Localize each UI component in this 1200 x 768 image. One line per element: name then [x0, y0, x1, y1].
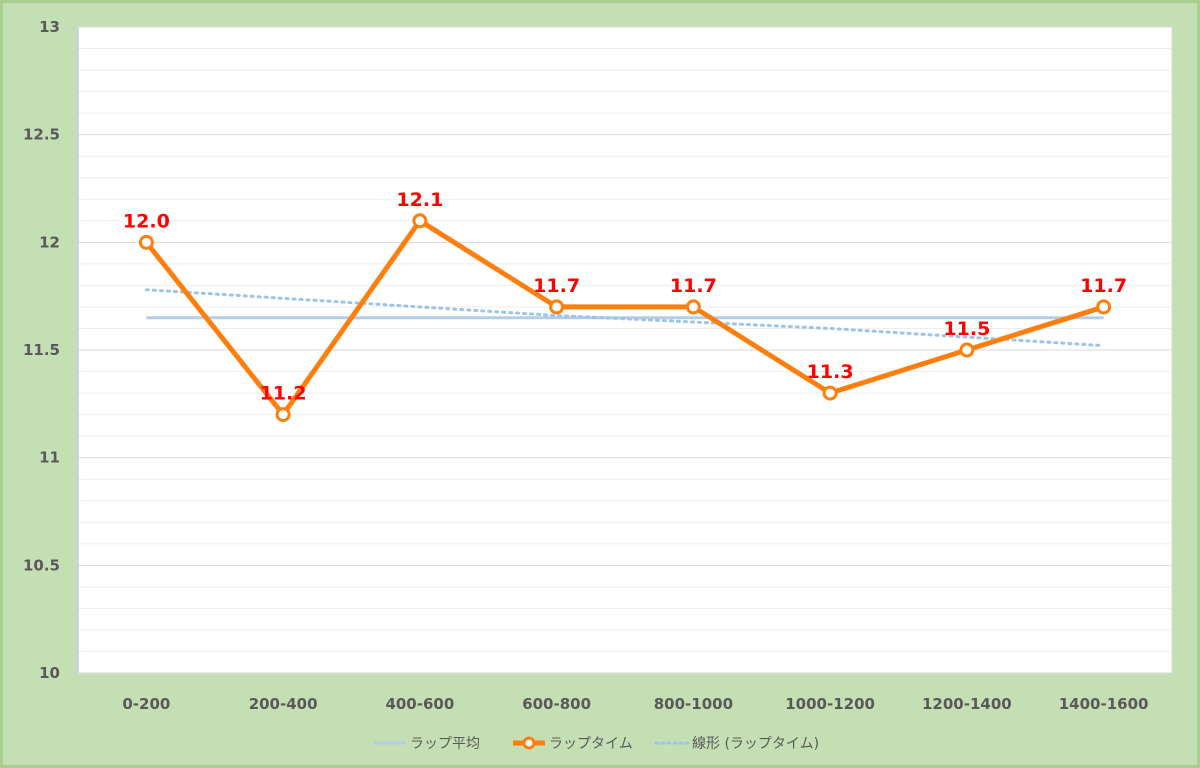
- x-tick-label: 1200-1400: [922, 695, 1012, 713]
- y-tick-label: 13: [39, 18, 60, 36]
- data-label: 12.1: [396, 189, 443, 211]
- data-point: [685, 299, 701, 315]
- y-tick-label: 12.5: [23, 126, 60, 144]
- x-axis: 0-200 200-400 400-600 600-800 800-1000 1000-1…: [122, 695, 1148, 713]
- x-tick-label: 600-800: [522, 695, 591, 713]
- data-point: [138, 234, 154, 250]
- x-tick-label: 400-600: [385, 695, 454, 713]
- legend-label: ラップタイム: [549, 736, 633, 752]
- legend-marker: [522, 736, 536, 750]
- series-line-lap-time: [144, 218, 1105, 418]
- data-point: [549, 299, 565, 315]
- data-point: [959, 342, 975, 358]
- legend-item: ラップ平均: [374, 736, 480, 752]
- y-tick-label: 10.5: [23, 556, 60, 574]
- x-tick-label: 200-400: [249, 695, 318, 713]
- series-line-trend: [144, 288, 1106, 348]
- x-tick-label: 800-1000: [654, 695, 733, 713]
- x-tick-label: 1000-1200: [785, 695, 875, 713]
- data-label: 11.7: [533, 275, 580, 297]
- y-tick-label: 11.5: [23, 341, 60, 359]
- series-layer: [138, 213, 1112, 423]
- data-label: 11.2: [260, 383, 307, 405]
- x-tick-label: 1400-1600: [1059, 695, 1149, 713]
- legend-label: 線形 (ラップタイム): [692, 736, 819, 752]
- legend: ラップ平均 ラップタイム 線形 (ラップタイム): [374, 736, 819, 752]
- legend-item: 線形 (ラップタイム): [654, 736, 819, 752]
- y-tick-label: 10: [39, 664, 60, 682]
- data-label: 11.3: [807, 361, 854, 383]
- data-point: [275, 407, 291, 423]
- data-label: 11.7: [670, 275, 717, 297]
- data-label: 11.5: [943, 318, 990, 340]
- legend-label: ラップ平均: [410, 736, 480, 752]
- y-tick-label: 12: [39, 233, 60, 251]
- data-label: 12.0: [123, 210, 170, 232]
- legend-item: ラップタイム: [513, 736, 633, 752]
- data-point: [412, 213, 428, 229]
- data-label: 11.7: [1080, 275, 1127, 297]
- grid-lines: [78, 26, 1172, 652]
- data-labels: 12.0 11.2 12.1 11.7 11.7 11.3 11.5 11.7: [123, 189, 1127, 405]
- data-point: [1096, 299, 1112, 315]
- y-axis: 10 10.5 11 11.5 12 12.5 13: [23, 18, 60, 682]
- x-tick-label: 0-200: [122, 695, 170, 713]
- data-point: [822, 385, 838, 401]
- y-tick-label: 11: [39, 449, 60, 467]
